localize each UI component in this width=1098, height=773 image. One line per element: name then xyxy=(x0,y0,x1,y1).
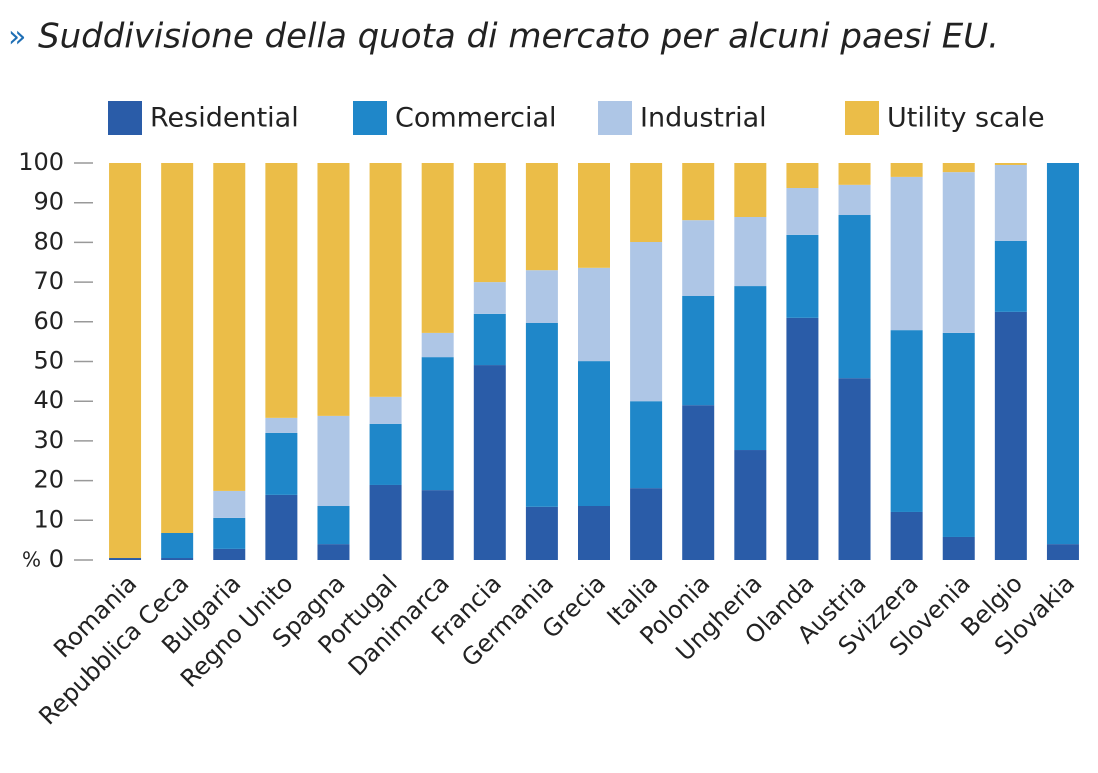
bar-segment xyxy=(473,313,506,366)
bar-segment xyxy=(213,548,246,560)
bar-segment xyxy=(525,322,558,507)
bar-segment xyxy=(578,361,610,507)
bar-segment xyxy=(369,484,402,560)
bar-segment xyxy=(161,163,194,534)
legend-label: Utility scale xyxy=(887,103,1045,134)
y-tick-label: 20 xyxy=(33,466,64,494)
bar-segment xyxy=(786,163,819,189)
bar-segment xyxy=(473,163,506,283)
bar-segment xyxy=(630,401,663,489)
bar-segment xyxy=(578,267,610,362)
y-tick-label: 40 xyxy=(33,386,64,414)
bar-segment xyxy=(317,544,350,560)
bar-segment xyxy=(421,163,454,333)
bar-segment xyxy=(942,163,975,173)
bar-segment xyxy=(473,365,506,560)
legend-label: Commercial xyxy=(395,103,557,134)
bar-segment xyxy=(942,332,975,537)
bar-segment xyxy=(630,242,663,402)
bar-segment xyxy=(994,311,1027,560)
bar-segment xyxy=(682,220,715,296)
bar-segment xyxy=(421,490,454,560)
bar-segment xyxy=(265,417,298,433)
bar-segment xyxy=(890,176,923,331)
bar-segment xyxy=(1046,163,1079,545)
y-tick-label: 60 xyxy=(33,307,64,335)
bar-segment xyxy=(682,295,715,406)
bar-segment xyxy=(161,533,194,559)
bar-segment xyxy=(786,188,819,235)
bar-segment xyxy=(890,163,923,177)
bar-segment xyxy=(1046,544,1079,560)
bar-segment xyxy=(942,536,975,560)
bar-segment xyxy=(838,215,871,379)
bar-segment xyxy=(838,163,871,185)
bar-segment xyxy=(369,396,402,424)
bar-segment xyxy=(369,163,402,397)
chart-title: Suddivisione della quota di mercato per … xyxy=(38,17,999,57)
bar-segment xyxy=(942,172,975,333)
legend-swatch xyxy=(353,101,387,135)
bar-segment xyxy=(265,432,298,495)
bar-segment xyxy=(838,184,871,216)
bar-segment xyxy=(421,332,454,358)
bar-segment xyxy=(213,490,246,518)
legend-swatch xyxy=(845,101,879,135)
y-tick-label: 30 xyxy=(33,426,64,454)
bar-segment xyxy=(109,558,142,560)
y-tick-label: 50 xyxy=(33,347,64,375)
bar-segment xyxy=(890,511,923,560)
y-unit: % xyxy=(22,548,41,572)
y-tick-label: 100 xyxy=(18,148,64,176)
bar-segment xyxy=(265,494,298,560)
bar-segment xyxy=(734,286,767,451)
bar-segment xyxy=(317,415,350,507)
bar-segment xyxy=(109,163,142,559)
bar-segment xyxy=(421,357,454,491)
bar-segment xyxy=(578,163,610,268)
bar-segment xyxy=(682,163,715,221)
y-tick-label: 10 xyxy=(33,505,64,533)
bar-segment xyxy=(317,506,350,545)
title-marker: » xyxy=(8,20,26,55)
bar-segment xyxy=(525,163,558,271)
bar-segment xyxy=(525,506,558,560)
bar-segment xyxy=(317,163,350,416)
bar-segment xyxy=(994,240,1027,312)
bar-segment xyxy=(890,330,923,512)
y-tick-label: 80 xyxy=(33,227,64,255)
bar-segment xyxy=(578,506,610,560)
bar-segment xyxy=(786,234,819,318)
y-tick-label: 70 xyxy=(33,267,64,295)
bar-segment xyxy=(525,270,558,323)
bar-segment xyxy=(734,450,767,560)
bar-segment xyxy=(994,163,1027,165)
legend-label: Residential xyxy=(150,103,299,134)
y-tick-label: 0 xyxy=(49,545,64,573)
bar-segment xyxy=(369,423,402,485)
legend-label: Industrial xyxy=(640,103,767,134)
bar-segment xyxy=(734,163,767,217)
bar-segment xyxy=(473,282,506,314)
bar-segment xyxy=(682,405,715,560)
bar-segment xyxy=(630,488,663,560)
bar-segment xyxy=(630,163,663,243)
legend-swatch xyxy=(108,101,142,135)
bar-segment xyxy=(786,317,819,560)
bar-segment xyxy=(213,163,246,491)
bar-segment xyxy=(265,163,298,418)
bar-segment xyxy=(994,164,1027,241)
bar-segment xyxy=(213,517,246,549)
bar-segment xyxy=(734,216,767,287)
bar-segment xyxy=(838,378,871,560)
y-tick-label: 90 xyxy=(33,188,64,216)
bar-segment xyxy=(161,558,194,560)
legend-swatch xyxy=(598,101,632,135)
